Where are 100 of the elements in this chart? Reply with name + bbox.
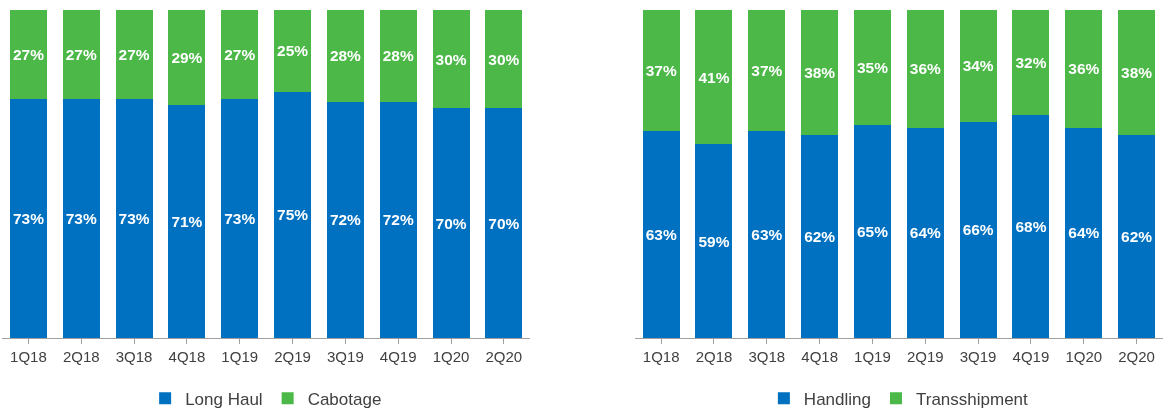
x-tick-label: 4Q18 — [168, 348, 206, 365]
bar — [853, 124, 891, 338]
data-label: 38% — [1121, 63, 1153, 81]
data-label: 70% — [488, 214, 520, 232]
data-label: 64% — [1068, 224, 1100, 242]
data-label: 66% — [962, 221, 994, 239]
data-label: 38% — [804, 63, 836, 81]
data-label: 72% — [329, 211, 362, 229]
data-label: 62% — [804, 227, 836, 245]
x-tick-label: 1Q19 — [221, 348, 259, 365]
bar — [906, 10, 944, 129]
bar — [485, 108, 523, 338]
data-label: 75% — [277, 206, 309, 224]
bar — [853, 10, 891, 125]
data-label: 37% — [751, 62, 783, 79]
legend-label: Cabotage — [307, 389, 382, 409]
data-label: 34% — [962, 57, 994, 75]
bar — [748, 131, 786, 338]
data-label: 30% — [488, 50, 520, 68]
x-tick-label: 1Q20 — [1065, 348, 1103, 365]
x-tick-label: 1Q18 — [642, 348, 680, 365]
x-tick-label: 3Q19 — [959, 348, 997, 365]
legend-label: Long Haul — [185, 389, 263, 409]
bar — [485, 10, 523, 109]
x-tick-label: 2Q18 — [62, 348, 100, 365]
data-label: 35% — [856, 58, 889, 76]
data-label: 28% — [329, 47, 362, 65]
data-label: 68% — [1015, 217, 1047, 235]
bar — [1118, 10, 1156, 135]
bar — [62, 10, 100, 99]
x-tick-label: 3Q18 — [115, 348, 153, 365]
bar — [695, 10, 733, 145]
data-label: 36% — [909, 60, 942, 78]
data-label: 29% — [171, 48, 203, 66]
data-label: 73% — [118, 209, 150, 227]
data-label: 65% — [856, 222, 889, 240]
bar — [432, 108, 470, 338]
bar — [1065, 128, 1103, 338]
bar — [326, 10, 364, 102]
x-tick-label: 2Q20 — [1118, 348, 1155, 365]
bar — [1012, 114, 1050, 338]
bar — [379, 101, 417, 338]
data-label: 30% — [435, 50, 467, 68]
bar — [1118, 134, 1156, 338]
x-tick-label: 1Q18 — [10, 348, 47, 365]
bar — [748, 10, 786, 132]
bar — [1065, 10, 1103, 129]
bar — [9, 98, 47, 338]
data-label: 72% — [382, 211, 414, 229]
bar — [221, 98, 259, 338]
x-tick-label: 1Q19 — [854, 348, 891, 365]
bar — [432, 10, 470, 109]
data-label: 64% — [909, 224, 942, 242]
data-label: 27% — [224, 45, 256, 63]
data-label: 63% — [751, 226, 783, 243]
x-tick-label: 4Q19 — [379, 348, 417, 365]
bar — [274, 92, 312, 338]
x-tick-label: 4Q18 — [801, 348, 838, 365]
x-tick-label: 2Q19 — [906, 348, 944, 365]
data-label: 36% — [1068, 60, 1100, 78]
bar — [62, 98, 100, 338]
data-label: 71% — [171, 212, 203, 230]
data-label: 62% — [1121, 227, 1153, 245]
bar — [379, 10, 417, 102]
bar — [1012, 10, 1050, 115]
data-label: 27% — [118, 45, 150, 63]
bar — [168, 10, 206, 106]
legend-label: Handling — [803, 389, 871, 409]
x-tick-label: 3Q18 — [748, 348, 786, 365]
bar — [115, 10, 153, 99]
x-tick-label: 2Q19 — [274, 348, 311, 365]
bar — [642, 10, 680, 132]
bar — [695, 144, 733, 338]
data-label: 70% — [435, 214, 467, 232]
data-label: 73% — [12, 209, 45, 227]
x-tick-label: 2Q18 — [695, 348, 733, 365]
bar — [326, 101, 364, 338]
data-label: 63% — [645, 226, 677, 243]
data-label: 25% — [277, 42, 309, 60]
bar — [959, 121, 997, 338]
x-tick-label: 4Q19 — [1012, 348, 1050, 365]
legend-label: Transshipment — [915, 389, 1029, 409]
data-label: 27% — [12, 45, 45, 63]
bar — [801, 10, 839, 135]
bar — [9, 10, 47, 99]
data-label: 73% — [65, 209, 97, 227]
bar — [959, 10, 997, 122]
bar — [168, 105, 206, 338]
bar — [906, 128, 944, 338]
bar — [115, 98, 153, 338]
x-tick-label: 3Q19 — [327, 348, 364, 365]
data-label: 41% — [698, 68, 730, 86]
bar — [221, 10, 259, 99]
data-label: 27% — [65, 45, 97, 63]
bar — [801, 134, 839, 338]
data-label: 32% — [1015, 53, 1047, 71]
data-label: 37% — [645, 62, 677, 79]
data-label: 28% — [382, 47, 414, 65]
bar — [642, 131, 680, 338]
x-tick-label: 1Q20 — [432, 348, 470, 365]
